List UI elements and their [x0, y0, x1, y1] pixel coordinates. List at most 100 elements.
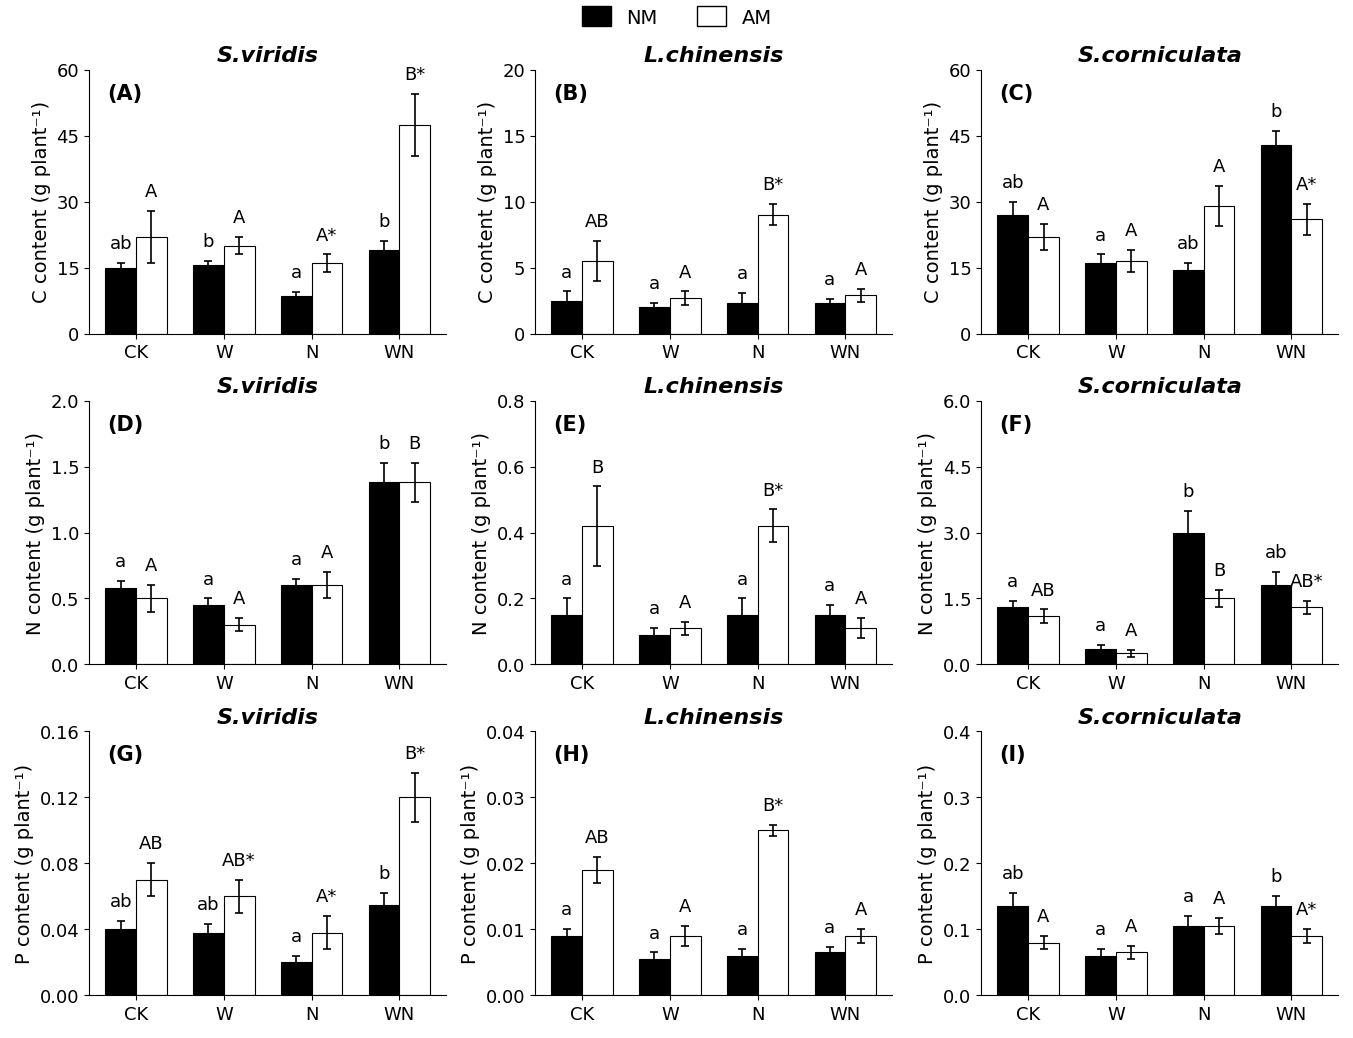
Bar: [846, 628, 875, 664]
Text: a: a: [1095, 617, 1105, 634]
Bar: [846, 936, 875, 995]
Text: AB: AB: [1031, 581, 1055, 599]
Bar: [137, 599, 166, 664]
Text: b: b: [377, 435, 390, 453]
Text: ab: ab: [1265, 544, 1287, 562]
Bar: [193, 605, 223, 664]
Bar: [1291, 936, 1322, 995]
Text: a: a: [561, 264, 572, 281]
Text: A: A: [145, 183, 157, 200]
Text: (I): (I): [999, 745, 1026, 765]
Bar: [137, 880, 166, 995]
Text: a: a: [649, 924, 660, 941]
Bar: [193, 933, 223, 995]
Text: AB: AB: [584, 213, 610, 231]
Text: a: a: [1095, 921, 1105, 938]
Bar: [281, 585, 311, 664]
Text: a: a: [649, 275, 660, 293]
Bar: [223, 246, 254, 334]
Text: a: a: [291, 927, 302, 946]
Text: A*: A*: [317, 226, 337, 244]
Text: A: A: [854, 590, 867, 608]
Bar: [1028, 617, 1058, 664]
Text: B*: B*: [405, 66, 425, 84]
Text: ab: ab: [1001, 865, 1024, 882]
Bar: [281, 962, 311, 995]
Text: A*: A*: [317, 887, 337, 906]
Title: S.viridis: S.viridis: [216, 46, 318, 66]
Bar: [997, 906, 1028, 995]
Text: A*: A*: [1296, 901, 1316, 919]
Bar: [1203, 207, 1234, 334]
Text: B: B: [409, 435, 421, 453]
Text: a: a: [736, 921, 748, 938]
Bar: [1116, 262, 1146, 334]
Bar: [311, 585, 342, 664]
Bar: [582, 526, 613, 664]
Text: b: b: [377, 865, 390, 882]
Title: L.chinensis: L.chinensis: [644, 377, 783, 397]
Bar: [997, 607, 1028, 664]
Bar: [281, 297, 311, 334]
Text: (D): (D): [107, 414, 143, 434]
Text: A: A: [1038, 907, 1050, 926]
Text: B*: B*: [762, 482, 783, 499]
Bar: [368, 483, 399, 664]
Text: ab: ab: [198, 896, 219, 913]
Text: a: a: [203, 570, 214, 589]
Y-axis label: C content (g plant⁻¹): C content (g plant⁻¹): [924, 102, 943, 303]
Text: a: a: [291, 550, 302, 569]
Bar: [727, 304, 758, 334]
Text: B*: B*: [405, 744, 425, 762]
Text: AB: AB: [139, 835, 164, 853]
Bar: [727, 616, 758, 664]
Text: b: b: [377, 213, 390, 231]
Text: (G): (G): [107, 745, 143, 765]
Text: a: a: [736, 570, 748, 589]
Title: S.corniculata: S.corniculata: [1077, 377, 1242, 397]
Bar: [551, 616, 582, 664]
Text: a: a: [824, 919, 835, 936]
Text: a: a: [291, 264, 302, 281]
Text: AB*: AB*: [1289, 572, 1323, 591]
Text: b: b: [203, 234, 214, 251]
Bar: [193, 266, 223, 334]
Text: B*: B*: [762, 797, 783, 815]
Text: B: B: [591, 458, 603, 476]
Text: A: A: [233, 209, 245, 227]
Text: (H): (H): [553, 745, 590, 765]
Y-axis label: P content (g plant⁻¹): P content (g plant⁻¹): [15, 764, 34, 963]
Bar: [1028, 943, 1058, 995]
Bar: [368, 905, 399, 995]
Bar: [1116, 654, 1146, 664]
Text: A: A: [321, 544, 333, 562]
Bar: [670, 628, 701, 664]
Y-axis label: P content (g plant⁻¹): P content (g plant⁻¹): [919, 764, 938, 963]
Bar: [399, 483, 430, 664]
Bar: [670, 299, 701, 334]
Bar: [815, 953, 846, 995]
Text: b: b: [1183, 483, 1193, 500]
Text: a: a: [824, 577, 835, 595]
Bar: [1291, 607, 1322, 664]
Bar: [997, 216, 1028, 334]
Text: a: a: [115, 553, 126, 571]
Bar: [639, 307, 670, 334]
Bar: [223, 625, 254, 664]
Text: AB: AB: [584, 828, 610, 846]
Y-axis label: N content (g plant⁻¹): N content (g plant⁻¹): [919, 432, 938, 634]
Bar: [1203, 599, 1234, 664]
Bar: [582, 870, 613, 995]
Title: S.viridis: S.viridis: [216, 707, 318, 728]
Y-axis label: C content (g plant⁻¹): C content (g plant⁻¹): [32, 102, 51, 303]
Text: B*: B*: [762, 176, 783, 194]
Text: a: a: [824, 271, 835, 290]
Bar: [1261, 145, 1291, 334]
Text: A: A: [679, 264, 691, 281]
Bar: [639, 959, 670, 995]
Y-axis label: C content (g plant⁻¹): C content (g plant⁻¹): [478, 102, 497, 303]
Text: B: B: [1212, 562, 1224, 579]
Bar: [670, 936, 701, 995]
Bar: [551, 301, 582, 334]
Text: A: A: [1124, 918, 1138, 935]
